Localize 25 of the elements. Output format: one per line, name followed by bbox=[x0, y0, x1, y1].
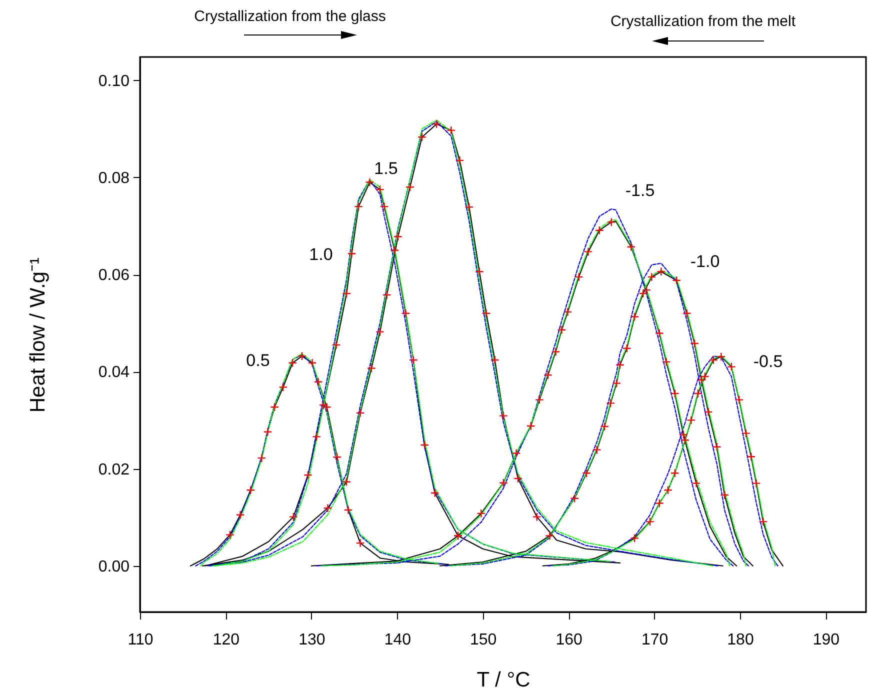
annotation: 0.5 bbox=[246, 351, 270, 371]
x-axis-title: T / °C bbox=[476, 668, 530, 692]
y-tick-label: 0.10 bbox=[98, 72, 130, 90]
annotation: -1.5 bbox=[625, 181, 655, 201]
text: Crystallization from the melt bbox=[610, 13, 796, 30]
y-axis-title: Heat flow / W.g⁻¹ bbox=[26, 257, 50, 413]
y-tick-label: 0.02 bbox=[98, 461, 130, 478]
annotation: -0.5 bbox=[753, 352, 783, 372]
y-tick-label: 0.04 bbox=[98, 364, 130, 382]
y-tick-label: 0.06 bbox=[98, 267, 130, 284]
x-tick-label: 140 bbox=[384, 632, 412, 648]
text: Crystallization from the glass bbox=[194, 8, 386, 25]
x-tick-label: 110 bbox=[128, 632, 154, 648]
x-tick-label: 190 bbox=[812, 632, 840, 648]
annotation: 1.5 bbox=[374, 159, 398, 179]
x-tick-label: 180 bbox=[727, 632, 754, 648]
y-tick-label: 0.08 bbox=[98, 170, 130, 187]
x-tick-label: 130 bbox=[298, 632, 326, 648]
annotation: -1.0 bbox=[690, 252, 720, 272]
x-tick-label: 160 bbox=[556, 632, 583, 648]
y-tick-label: 0.00 bbox=[98, 558, 130, 576]
annotation: 1.0 bbox=[309, 245, 333, 265]
x-tick-label: 170 bbox=[641, 632, 668, 648]
x-tick-label: 120 bbox=[212, 632, 240, 648]
x-tick-label: 150 bbox=[470, 632, 497, 648]
